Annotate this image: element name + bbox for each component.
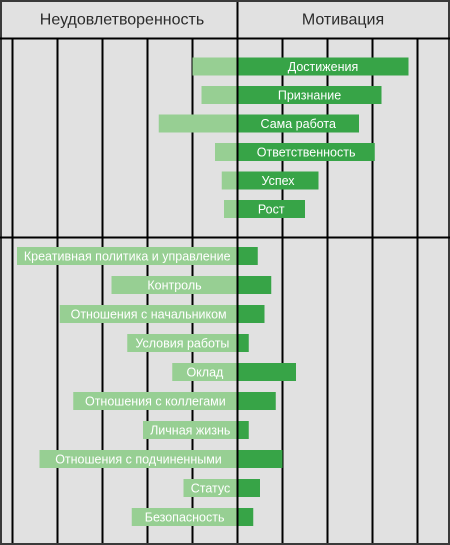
dissatisfaction-bar [59,305,238,323]
dissatisfaction-bar [17,247,238,265]
dissatisfaction-bar [224,200,238,218]
motivation-bar [237,479,260,497]
bar-label: Оклад [186,366,224,380]
dissatisfaction-bar [73,392,238,410]
dissatisfaction-bar [183,479,238,497]
dissatisfaction-bar [221,171,238,190]
bar-label: Личная жизнь [150,424,230,438]
bar-label: Рост [258,203,285,217]
bar-label: Контроль [147,279,201,293]
dissatisfaction-bar [215,143,238,161]
motivation-bar [237,305,265,323]
bar-label: Креативная политика и управление [24,250,231,264]
left-header: Неудовлетворенность [40,12,204,29]
bar-label: Достижения [288,60,358,74]
dissatisfaction-bar [192,57,238,76]
motivation-bar [237,57,409,76]
motivation-bar [237,276,272,294]
bar-label: Безопасность [145,511,225,525]
bar-label: Отношения с коллегами [85,395,226,409]
bar-label: Сама работа [261,117,336,131]
motivation-bar [237,143,375,161]
dissatisfaction-bar [201,86,238,104]
dissatisfaction-bar [111,276,238,294]
motivation-bar [237,450,283,468]
bars [17,57,409,526]
bar-labels: Достижения Признание Сама работа Ответствен… [24,60,358,525]
motivation-bar [237,200,305,218]
bar-label: Признание [278,89,341,103]
dissatisfaction-bar [158,114,238,133]
motivation-bar [237,508,254,526]
dissatisfaction-bar [127,334,238,352]
dissatisfaction-bar [131,508,238,526]
motivation-bar [237,171,319,190]
motivation-bar [237,114,359,133]
right-header: Мотивация [302,12,384,29]
bar-label: Условия работы [135,337,229,351]
dissatisfaction-bar [39,450,238,468]
motivation-bar [237,392,276,410]
motivation-bar [237,334,249,352]
bar-label: Статус [191,482,231,496]
dissatisfaction-bar [143,421,238,439]
dissatisfaction-bar [172,363,238,381]
bar-label: Ответственность [257,146,356,160]
motivation-bar [237,247,258,265]
bar-label: Отношения с подчиненными [55,453,222,467]
motivation-bar [237,363,296,381]
bar-label: Успех [261,174,295,188]
motivation-bar [237,86,382,104]
motivation-bar [237,421,249,439]
bar-label: Отношения с начальником [71,308,227,322]
